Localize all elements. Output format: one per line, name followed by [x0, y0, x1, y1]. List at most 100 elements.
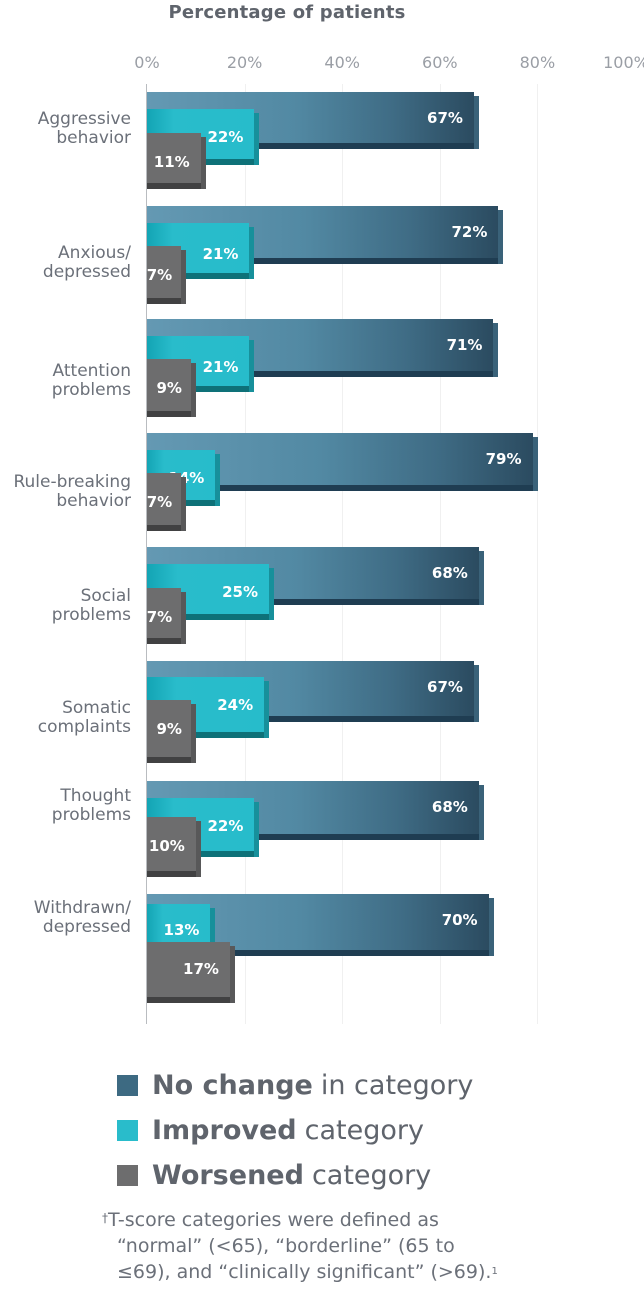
- category-label: Rule-breaking behavior: [13, 472, 131, 511]
- bar-bottom: [147, 298, 182, 304]
- legend-item-worsened: Worsened category: [117, 1153, 473, 1198]
- bar-bottom: [147, 757, 191, 763]
- reference-superscript: 1: [491, 1266, 498, 1277]
- footnote-line-2: “normal” (<65), “borderline” (65 to: [117, 1235, 455, 1257]
- data-label: 24%: [217, 696, 254, 714]
- x-tick-label: 40%: [324, 53, 360, 72]
- bar-worsened: 7%: [146, 473, 187, 531]
- bar-bottom: [147, 834, 479, 840]
- x-tick-label: 80%: [519, 53, 556, 72]
- bar-face: [147, 473, 182, 525]
- bar-bottom: [147, 599, 479, 605]
- bar-side: [229, 946, 235, 1003]
- category-label: Aggressive behavior: [37, 109, 131, 148]
- bar-face: [147, 359, 191, 411]
- footnote: †T-score categories were defined as “nor…: [102, 1207, 622, 1285]
- category-label: Anxious/depressed: [42, 243, 131, 282]
- bar-side: [478, 785, 484, 840]
- bar-bottom: [147, 997, 230, 1003]
- bar-bottom: [147, 871, 196, 877]
- legend-rest-text: in category: [320, 1070, 474, 1101]
- data-label: 71%: [446, 336, 483, 354]
- data-label: 21%: [202, 358, 239, 376]
- bar-side: [473, 665, 479, 722]
- legend-bold-text: No change: [152, 1070, 313, 1101]
- x-tick-label: 60%: [422, 53, 458, 72]
- data-label: 7%: [146, 266, 173, 284]
- bar-worsened: 9%: [147, 359, 196, 417]
- bar-side: [200, 137, 206, 189]
- bar-side: [269, 568, 274, 620]
- bar-face: [147, 700, 191, 757]
- data-label: 70%: [441, 911, 478, 929]
- footnote-text: T-score categories were defined as: [108, 1209, 439, 1231]
- data-label: 7%: [146, 493, 173, 511]
- legend-bold-text: Improved: [152, 1115, 297, 1146]
- data-label: 21%: [202, 245, 239, 263]
- bar-side: [215, 454, 221, 506]
- bar-side: [488, 898, 494, 956]
- bar-bottom: [147, 258, 499, 264]
- footnote-line-3: ≤69), and “clinically significant” (>69)…: [102, 1259, 622, 1285]
- data-label: 9%: [156, 379, 182, 397]
- legend-swatch-improved: [117, 1120, 138, 1141]
- data-label: 11%: [153, 153, 190, 171]
- bar-side: [532, 437, 538, 491]
- bar-bottom: [147, 371, 494, 377]
- bar-side: [249, 340, 255, 392]
- bar-face: [147, 133, 201, 183]
- bar-side: [181, 477, 187, 531]
- bar-face: [147, 817, 196, 871]
- legend-swatch-no-change: [117, 1075, 138, 1096]
- bar-side: [254, 113, 260, 165]
- bar-worsened: 7%: [147, 588, 187, 644]
- footnote-text: ≤69), and “clinically significant” (>69)…: [117, 1261, 492, 1283]
- legend: No change in category Improved category …: [117, 1063, 473, 1198]
- bar-side: [190, 704, 196, 763]
- data-label: 10%: [148, 837, 185, 855]
- bar-side: [493, 323, 499, 377]
- bar-worsened: 10%: [147, 817, 201, 877]
- bar-side: [473, 96, 479, 149]
- bar-side: [190, 363, 196, 417]
- data-label: 68%: [431, 798, 468, 816]
- data-label: 9%: [156, 720, 182, 738]
- bar-worsened: 9%: [147, 700, 196, 763]
- legend-item-no-change: No change in category: [117, 1063, 473, 1108]
- bar-face: [147, 588, 182, 638]
- data-label: 22%: [207, 817, 244, 835]
- bar-bottom: [147, 411, 191, 417]
- legend-item-improved: Improved category: [117, 1108, 473, 1153]
- bar-side: [181, 592, 187, 644]
- bar-side: [249, 227, 255, 279]
- category-label: Thought problems: [51, 786, 131, 825]
- bar-bottom: [147, 614, 269, 620]
- data-label: 17%: [183, 960, 219, 978]
- legend-rest-text: category: [311, 1160, 432, 1191]
- x-tick-label: 0%: [134, 53, 160, 72]
- bar-bottom: [147, 386, 250, 392]
- bar-bottom: [147, 525, 182, 531]
- x-tick-label: 20%: [226, 53, 263, 72]
- gridline: [537, 84, 539, 1024]
- x-tick-label: 100%: [603, 53, 644, 72]
- bar-bottom: [147, 183, 201, 189]
- bar-bottom: [147, 273, 250, 279]
- category-label: Withdrawn/depressed: [33, 898, 131, 937]
- bar-bottom: [147, 716, 474, 722]
- data-label: 13%: [163, 921, 200, 939]
- bar-worsened: 7%: [146, 246, 187, 304]
- bar-face: [147, 942, 230, 997]
- bar-bottom: [147, 638, 182, 644]
- legend-swatch-worsened: [117, 1165, 138, 1186]
- dagger-symbol: †: [102, 1211, 108, 1225]
- category-label: Attention problems: [51, 361, 131, 400]
- data-label: 22%: [207, 128, 244, 146]
- bar-side: [264, 681, 270, 738]
- chart-title: Percentage of patients: [168, 2, 406, 23]
- legend-bold-text: Worsened: [152, 1160, 304, 1191]
- category-label: Somatic complaints: [37, 698, 131, 737]
- data-label: 72%: [451, 223, 488, 241]
- bar-face: [147, 246, 182, 298]
- bar-side: [498, 210, 504, 264]
